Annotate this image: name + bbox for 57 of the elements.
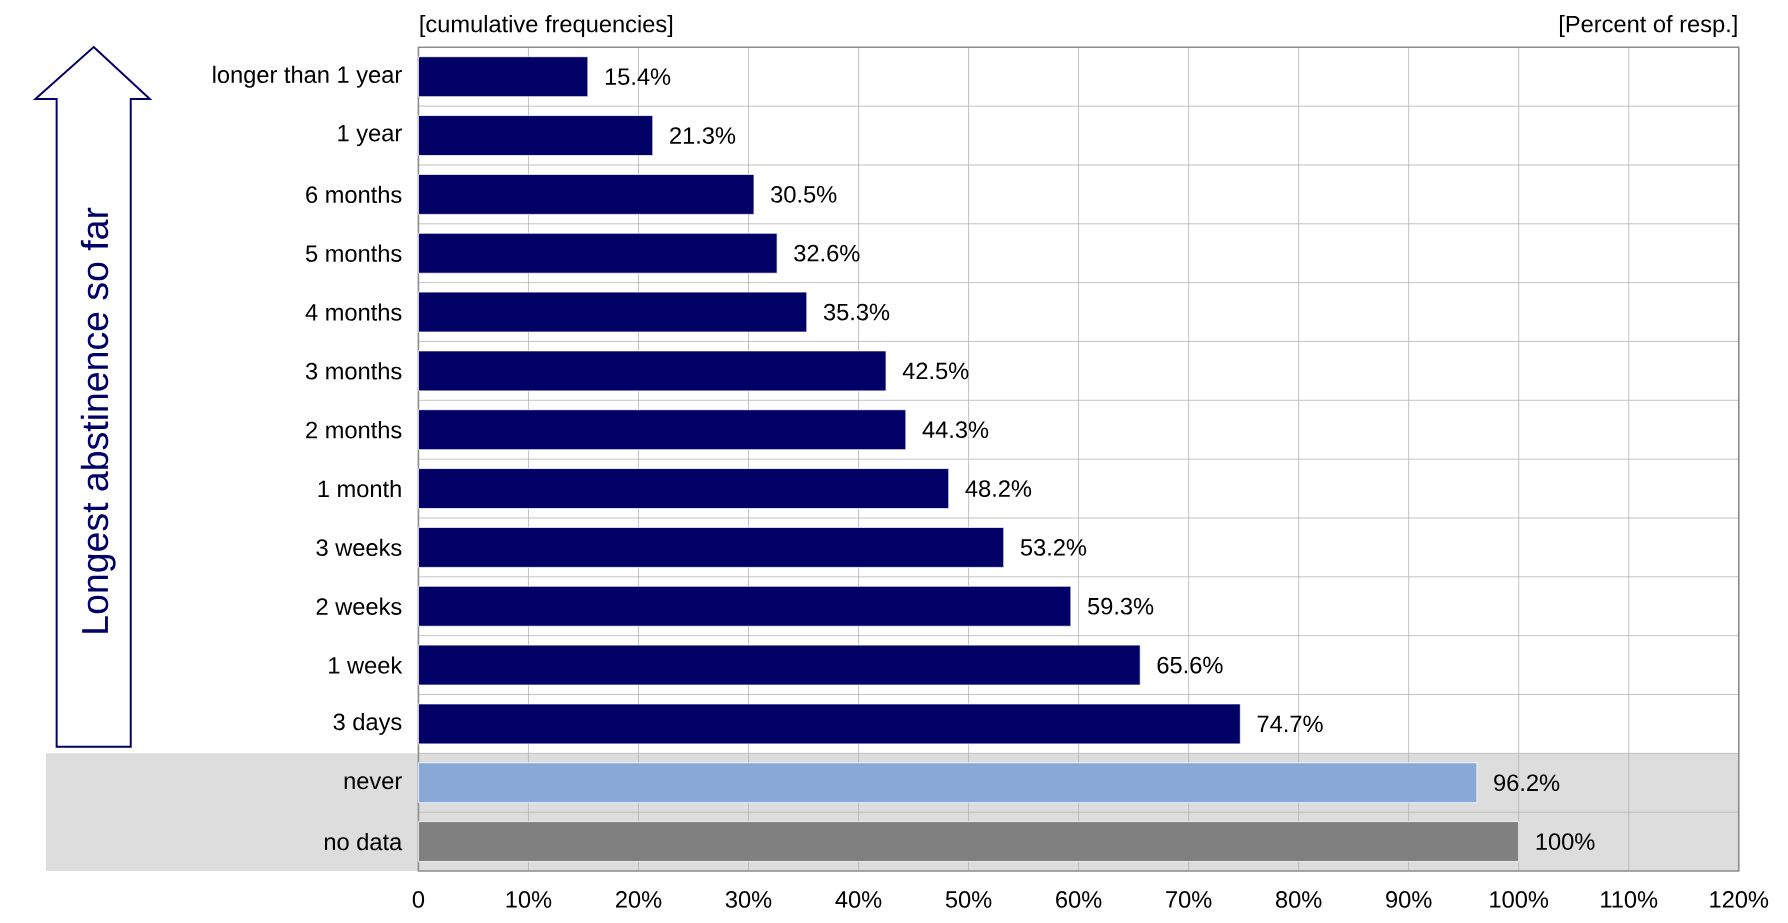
y-tick-label: no data [324, 832, 403, 851]
data-label: 21.3% [670, 127, 736, 144]
x-tick-label: 50% [945, 891, 992, 908]
x-tick-label: 60% [1056, 891, 1102, 908]
data-label: 59.3% [1088, 597, 1154, 615]
data-label: 53.2% [1020, 538, 1087, 556]
x-tick-label: 120% [1710, 891, 1769, 908]
bar [418, 56, 589, 97]
bar [418, 409, 907, 451]
x-tick-label: 100% [1490, 891, 1549, 908]
data-label: 15.4% [605, 68, 671, 85]
bar [418, 703, 1241, 745]
x-tick-label: 10% [506, 891, 552, 908]
x-tick-label: 30% [725, 891, 772, 908]
bar [418, 468, 950, 509]
x-tick-label: 0 [412, 891, 425, 908]
x-tick-label: 110% [1601, 891, 1658, 908]
data-label: 32.6% [794, 244, 860, 262]
bar [418, 526, 1005, 568]
data-label: 74.7% [1257, 715, 1323, 733]
y-tick-label: 2 weeks [316, 597, 402, 615]
y-tick-label: longer than 1 year [213, 65, 402, 88]
bar [418, 585, 1072, 627]
data-label: 44.3% [922, 421, 989, 438]
y-tick-label: 1 week [329, 656, 403, 674]
bar [418, 644, 1141, 686]
y-tick-label: 3 months [305, 362, 402, 380]
data-label: 100% [1536, 833, 1595, 850]
bar [418, 350, 887, 392]
data-label: 96.2% [1494, 774, 1560, 791]
y-tick-label: 2 months [306, 420, 402, 439]
y-tick-label: 1 year [338, 124, 402, 147]
chart-subtitle: [cumulative frequencies] [420, 14, 673, 37]
y-tick-label: 4 months [305, 303, 402, 321]
bar [418, 762, 1478, 804]
bar [418, 173, 755, 215]
x-tick-label: 90% [1386, 891, 1432, 908]
bar [418, 291, 808, 333]
data-label: 30.5% [771, 185, 837, 203]
x-tick-label: 80% [1276, 891, 1322, 908]
y-tick-label: 3 weeks [316, 538, 402, 556]
data-label: 48.2% [965, 480, 1032, 497]
y-tick-label: 5 months [305, 244, 402, 262]
y-tick-label: 3 days [333, 712, 402, 735]
x-tick-label: 70% [1166, 891, 1212, 908]
bar [418, 115, 654, 156]
x-tick-label: 40% [835, 891, 882, 908]
y-axis-title: Longest abstinence so far [80, 207, 116, 633]
data-label: 65.6% [1157, 656, 1223, 674]
y-tick-label: 1 month [318, 479, 401, 498]
x-tick-label: 20% [616, 891, 662, 908]
y-tick-label: 6 months [306, 185, 402, 203]
x-axis-title: [Percent of resp.] [1559, 14, 1737, 37]
bar [418, 232, 778, 274]
data-label: 42.5% [902, 362, 969, 380]
data-label: 35.3% [823, 303, 890, 321]
y-tick-label: never [344, 776, 402, 790]
